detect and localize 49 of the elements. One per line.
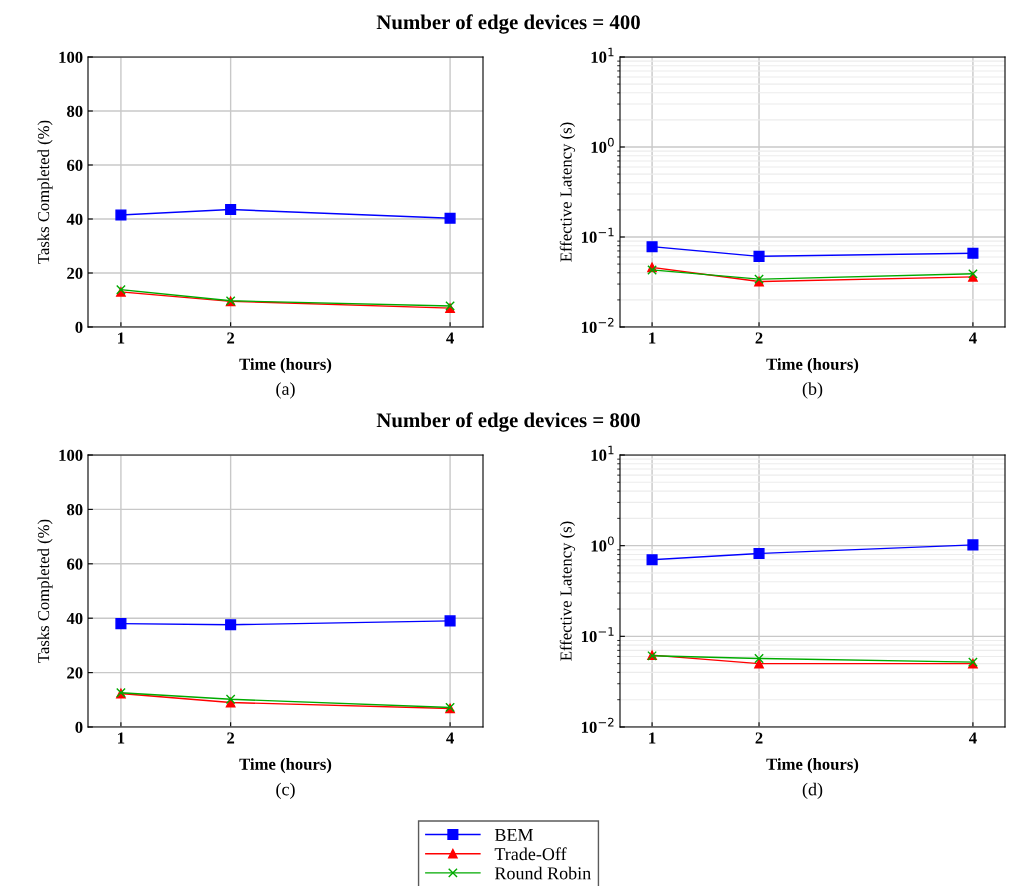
y-tick-label: 80 bbox=[67, 504, 83, 516]
y-tick-label: 10$^{1}$ bbox=[591, 445, 614, 461]
x-tick-label: 4 bbox=[968, 332, 977, 344]
text: (a) bbox=[276, 382, 295, 399]
x-tick-label: 4 bbox=[968, 732, 977, 744]
x-axis-title: Time (hours) bbox=[239, 758, 332, 774]
y-axis-title: Effective Latency (s) bbox=[559, 521, 576, 661]
y-tick-label: 0 bbox=[75, 321, 83, 333]
x-axis-title: Time (hours) bbox=[239, 358, 332, 374]
x-tick-label: 2 bbox=[755, 332, 763, 344]
x-tick-label: 2 bbox=[755, 732, 763, 744]
y-tick-label: 10$^{−1}$ bbox=[581, 227, 614, 243]
y-tick-label: 10$^{0}$ bbox=[591, 536, 614, 552]
y-tick-label: 40 bbox=[66, 213, 83, 225]
x-tick-label: 1 bbox=[649, 732, 656, 744]
y-tick-label: 60 bbox=[67, 159, 83, 171]
y-tick-label: 20 bbox=[67, 267, 83, 279]
text: (c) bbox=[276, 782, 295, 800]
y-tick-label: 10$^{1}$ bbox=[591, 47, 614, 63]
legend-label: Trade-Off bbox=[494, 847, 567, 861]
y-tick-label: 20 bbox=[67, 667, 83, 679]
y-tick-label: 10$^{−1}$ bbox=[581, 627, 614, 643]
x-tick-label: 1 bbox=[118, 732, 125, 744]
x-axis-title: Time (hours) bbox=[766, 758, 859, 774]
x-tick-label: 1 bbox=[118, 332, 125, 344]
y-tick-label: 40 bbox=[66, 612, 83, 625]
chart-title: Number of edge devices = 800 bbox=[376, 412, 640, 432]
x-tick-label: 1 bbox=[649, 332, 656, 344]
x-tick-label: 2 bbox=[227, 732, 235, 744]
x-axis-title: Time (hours) bbox=[766, 358, 859, 374]
y-tick-label: 100 bbox=[59, 449, 83, 461]
y-tick-label: 0 bbox=[75, 721, 83, 733]
text: (d) bbox=[802, 782, 823, 800]
x-tick-label: 2 bbox=[227, 332, 235, 344]
y-tick-label: 80 bbox=[67, 105, 83, 117]
y-tick-label: 10$^{−2}$ bbox=[581, 317, 614, 333]
y-tick-label: 100 bbox=[59, 51, 83, 63]
legend-label: BEM bbox=[494, 829, 533, 841]
y-tick-label: 10$^{0}$ bbox=[591, 137, 614, 153]
y-axis-title: Tasks Completed (%) bbox=[37, 120, 53, 264]
y-axis-title: Tasks Completed (%) bbox=[37, 519, 53, 663]
x-tick-label: 4 bbox=[446, 732, 454, 744]
y-axis-title: Effective Latency (s) bbox=[559, 122, 576, 262]
x-tick-label: 4 bbox=[446, 332, 454, 344]
y-tick-label: 60 bbox=[67, 558, 83, 570]
text: (b) bbox=[802, 382, 823, 399]
y-tick-label: 10$^{−2}$ bbox=[581, 717, 614, 733]
chart-title: Number of edge devices = 400 bbox=[376, 14, 640, 34]
legend-label: Round Robin bbox=[494, 866, 591, 880]
